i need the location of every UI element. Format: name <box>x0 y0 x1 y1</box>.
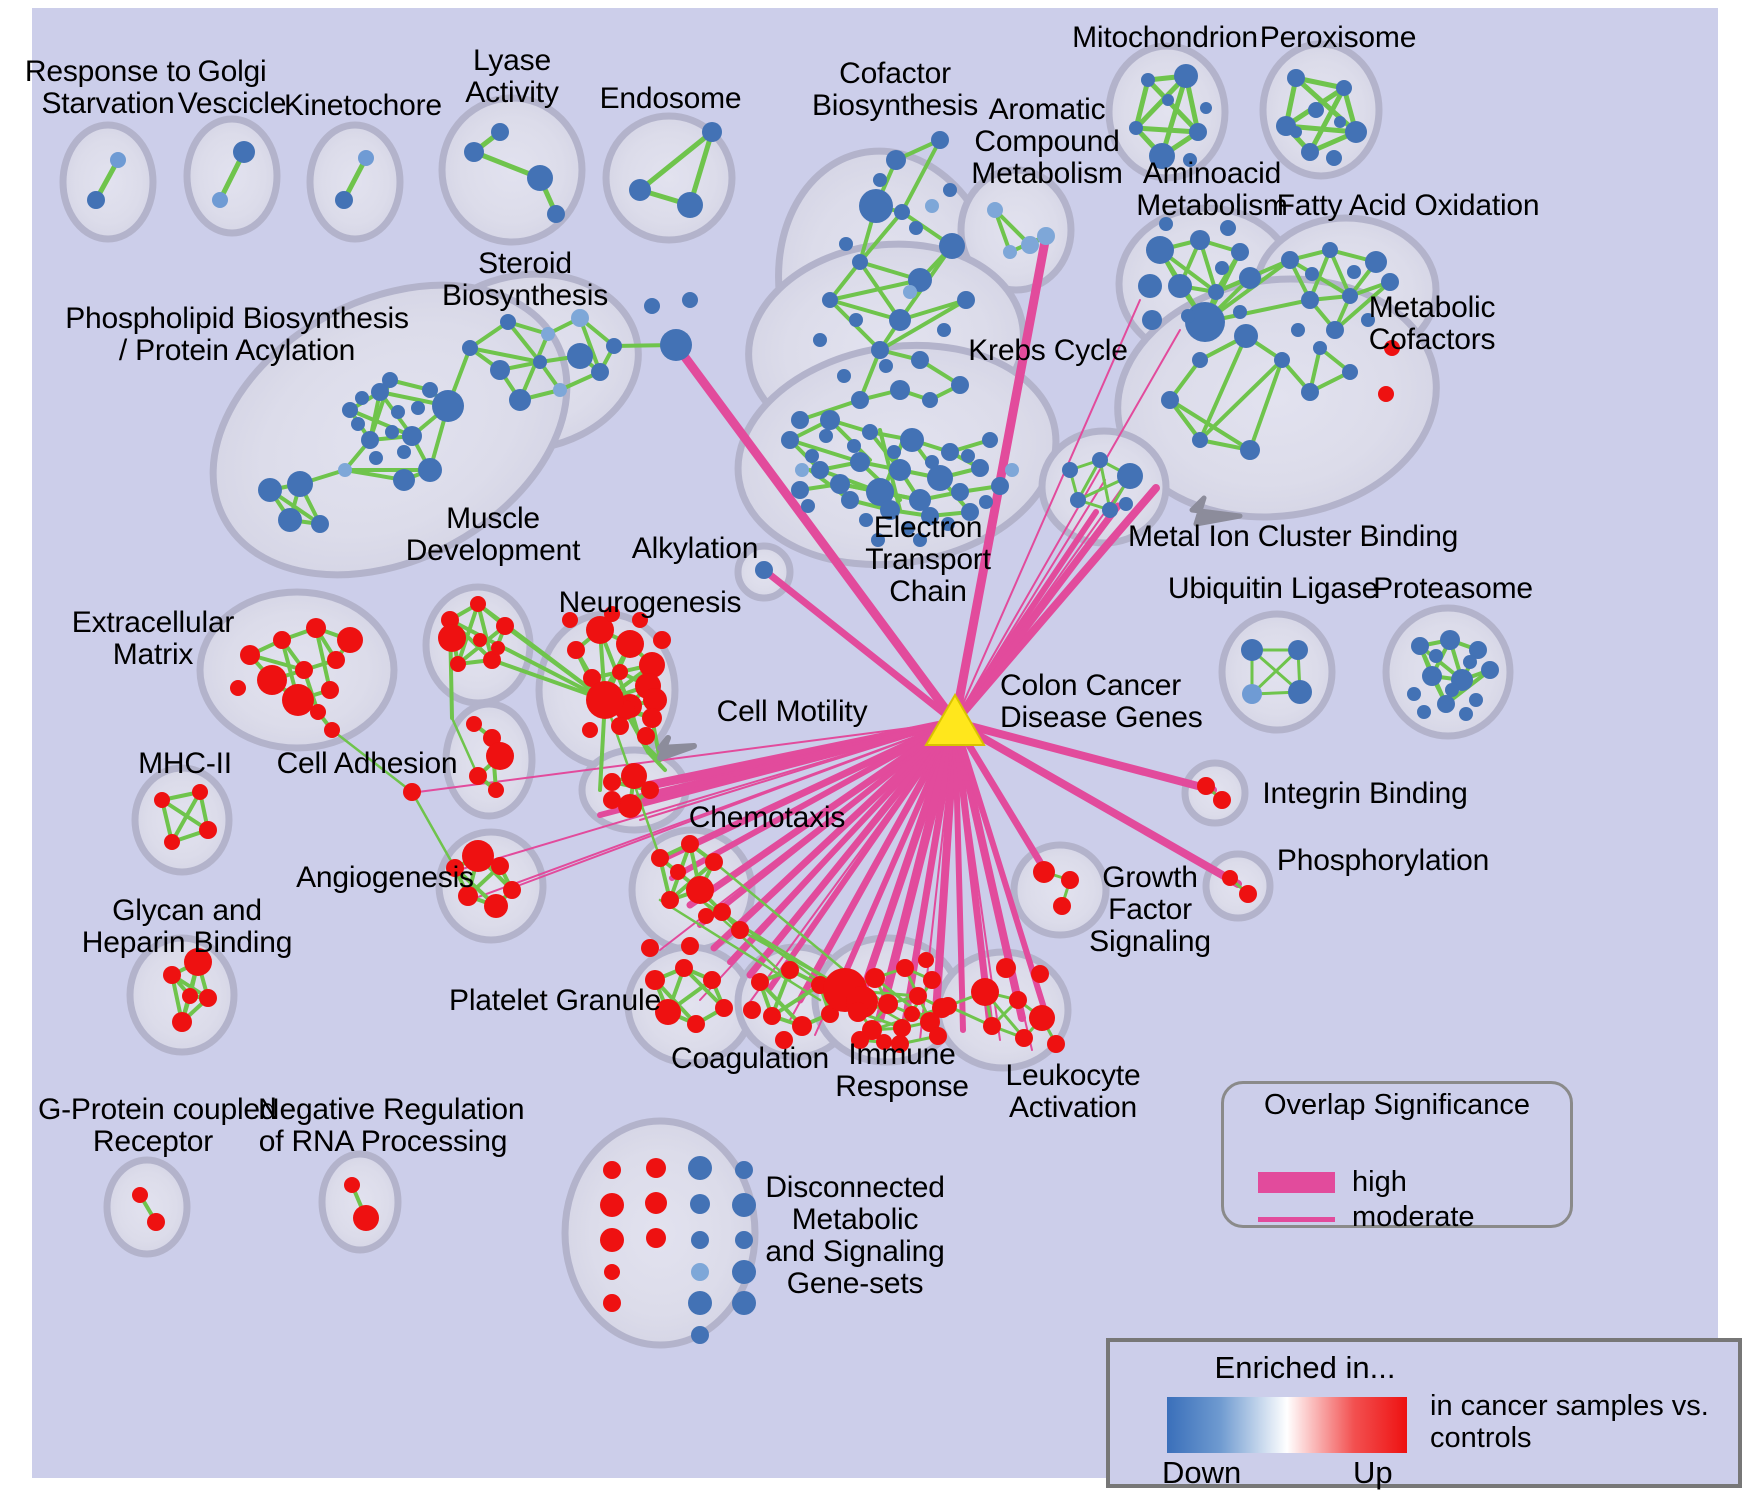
label-gpcr: G-Protein coupled Receptor <box>38 1093 277 1159</box>
label-ubiquitin-ligase: Ubiquitin Ligase <box>1167 572 1379 605</box>
label-leukocyte-activation: Leukocyte Activation <box>1005 1059 1141 1125</box>
label-neg-reg-rna-processing: Negative Regulation of RNA Processing <box>258 1093 525 1159</box>
label-endosome: Endosome <box>599 82 742 115</box>
label-cell-adhesion: Cell Adhesion <box>276 747 458 780</box>
disconnected-gene-set-dots <box>600 1156 756 1344</box>
legend-enriched-up-label: Up <box>1353 1455 1393 1490</box>
label-alkylation: Alkylation <box>631 532 759 565</box>
label-integrin-binding: Integrin Binding <box>1262 777 1468 810</box>
label-chemotaxis: Chemotaxis <box>688 801 846 834</box>
enrichment-color-gradient-bar <box>1167 1397 1407 1453</box>
label-cell-motility: Cell Motility <box>716 695 868 728</box>
label-fatty-acid-oxidation: Fatty Acid Oxidation <box>1276 189 1540 222</box>
colon-cancer-hub-node[interactable] <box>924 693 986 746</box>
label-krebs-cycle: Krebs Cycle <box>968 334 1128 367</box>
label-immune-response: Immune Response <box>835 1038 969 1104</box>
label-metal-ion-cluster-binding: Metal Ion Cluster Binding <box>1128 520 1459 553</box>
legend-overlap-moderate-swatch <box>1258 1217 1335 1222</box>
label-lyase-activity: Lyase Activity <box>465 44 559 110</box>
legend-overlap-high-swatch <box>1258 1172 1335 1193</box>
label-phospholipid-biosynthesis: Phospholipid Biosynthesis / Protein Acyl… <box>65 302 409 368</box>
label-neurogenesis: Neurogenesis <box>558 586 742 619</box>
label-steroid-biosynthesis: Steroid Biosynthesis <box>441 247 608 313</box>
label-glycan-heparin-binding: Glycan and Heparin Binding <box>81 894 293 960</box>
label-aminoacid-metabolism: Aminoacid Metabolism <box>1136 157 1288 223</box>
annotation-arrows <box>657 495 1243 761</box>
label-golgi-vescicle: Golgi Vescicle <box>177 55 287 121</box>
label-muscle-development: Muscle Development <box>405 502 581 568</box>
label-peroxisome: Peroxisome <box>1259 21 1417 54</box>
label-aromatic-compound-metabolism: Aromatic Compound Metabolism <box>971 93 1123 191</box>
legend-enriched-title: Enriched in... <box>1214 1350 1396 1385</box>
label-extracellular-matrix: Extracellular Matrix <box>71 606 235 672</box>
label-colon-cancer-hub: Colon Cancer Disease Genes <box>1000 669 1203 735</box>
legend-overlap-title: Overlap Significance <box>1264 1089 1530 1121</box>
legend-enriched-down-label: Down <box>1162 1455 1242 1490</box>
label-platelet-granule: Platelet Granule <box>449 984 661 1017</box>
label-response-to-starvation: Response to Starvation <box>24 55 192 121</box>
label-electron-transport-chain: Electron Transport Chain <box>865 511 991 609</box>
legend-overlap-high-label: high <box>1352 1166 1407 1198</box>
label-growth-factor-signaling: Growth Factor Signaling <box>1089 861 1211 959</box>
label-phosphorylation: Phosphorylation <box>1276 844 1490 877</box>
legend-overlap-significance: Overlap Significance high moderate <box>1221 1081 1573 1233</box>
label-cofactor-biosynthesis: Cofactor Biosynthesis <box>811 57 978 123</box>
label-kinetochore: Kinetochore <box>284 89 442 122</box>
label-mhc-ii: MHC-II <box>138 747 232 780</box>
label-mitochondrion: Mitochondrion <box>1072 21 1258 54</box>
legend-overlap-moderate-label: moderate <box>1352 1201 1475 1233</box>
gene-set-nodes <box>87 64 1499 1344</box>
label-proteasome: Proteasome <box>1373 572 1533 605</box>
label-angiogenesis: Angiogenesis <box>296 861 474 894</box>
label-coagulation: Coagulation <box>671 1042 829 1075</box>
legend-enrichment-colorbar: Enriched in... Down Up in cancer samples… <box>1106 1338 1742 1490</box>
label-disconnected-gene-sets: Disconnected Metabolic and Signaling Gen… <box>765 1171 945 1301</box>
legend-enriched-note: in cancer samples vs. controls <box>1430 1390 1709 1455</box>
label-metabolic-cofactors: Metabolic Cofactors <box>1368 291 1496 357</box>
